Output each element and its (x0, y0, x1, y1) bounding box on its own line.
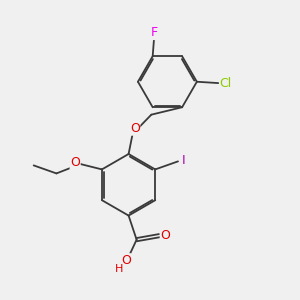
Text: O: O (121, 254, 131, 267)
Text: F: F (151, 26, 158, 40)
Text: Cl: Cl (220, 76, 232, 90)
Text: O: O (160, 229, 170, 242)
Text: H: H (115, 264, 123, 274)
Text: O: O (70, 156, 80, 169)
Text: I: I (182, 154, 185, 166)
Text: O: O (130, 122, 140, 135)
